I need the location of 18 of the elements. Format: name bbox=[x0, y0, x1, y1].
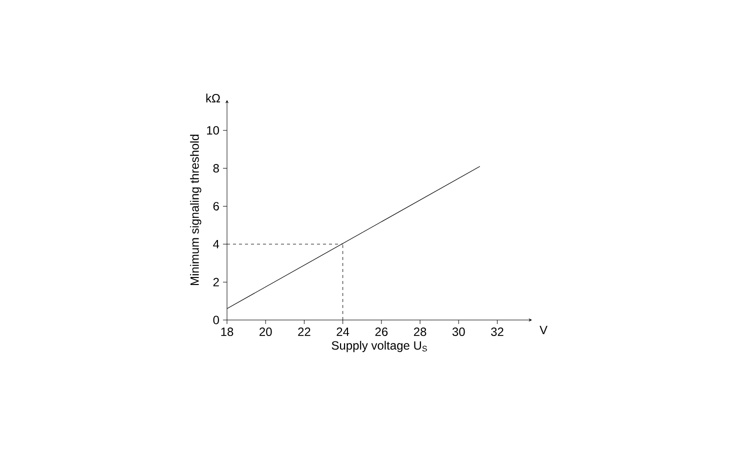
x-axis-title: Supply voltage U$_{S}$ bbox=[332, 340, 427, 352]
y-tick-label: 4 bbox=[213, 240, 220, 248]
text: V bbox=[540, 326, 548, 334]
x-tick-label: 20 bbox=[260, 328, 272, 336]
y-tick-label: 8 bbox=[213, 164, 219, 173]
text: kΩ bbox=[206, 94, 220, 102]
y-tick-label: 10 bbox=[207, 126, 220, 135]
x-tick-label: 28 bbox=[414, 328, 426, 336]
y-tick-label: 6 bbox=[213, 202, 219, 210]
y-tick-label: 0 bbox=[213, 316, 220, 324]
x-tick-label: 22 bbox=[298, 328, 310, 336]
y-axis-title: Minimum signaling threshold bbox=[190, 134, 202, 286]
x-tick-label: 24 bbox=[336, 328, 350, 336]
x-tick-label: 30 bbox=[452, 328, 465, 336]
x-tick-label: 26 bbox=[375, 328, 388, 336]
y-tick-label: 2 bbox=[213, 278, 219, 286]
x-tick-label: 18 bbox=[221, 328, 234, 336]
x-tick-label: 32 bbox=[491, 328, 504, 336]
